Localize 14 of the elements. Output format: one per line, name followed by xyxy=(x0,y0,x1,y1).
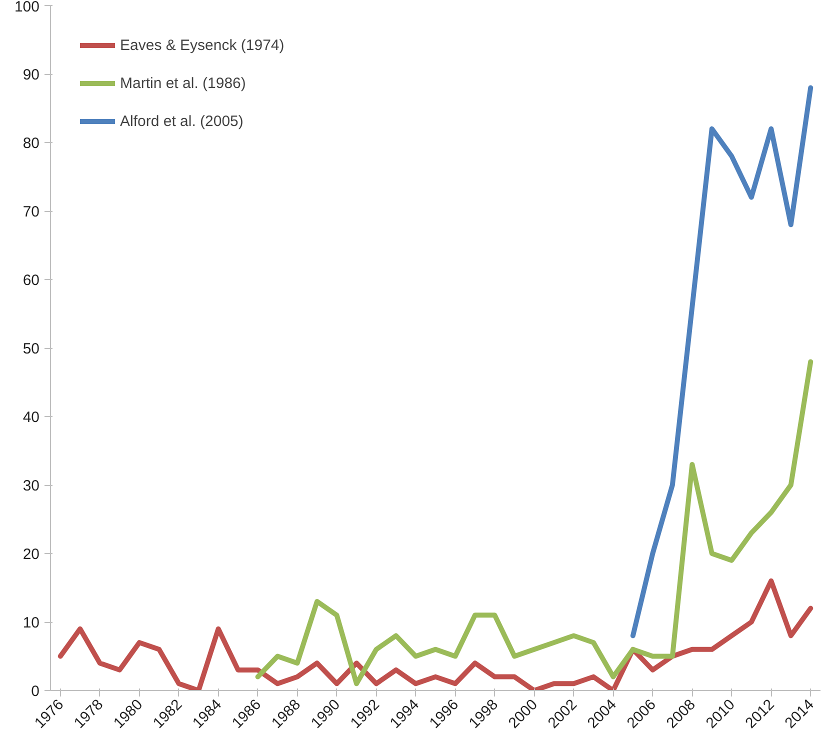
y-tick-label: 0 xyxy=(31,683,40,700)
y-tick-label: 10 xyxy=(22,614,40,632)
y-tick-label: 20 xyxy=(22,546,40,563)
y-tick-label: 100 xyxy=(14,0,40,16)
y-tick-label: 70 xyxy=(22,204,40,220)
y-tick-label: 90 xyxy=(22,66,40,84)
y-tick-label: 60 xyxy=(22,272,40,289)
y-tick-label: 40 xyxy=(22,409,40,426)
y-tick-label: 30 xyxy=(22,478,40,494)
legend-label: Martin et al. (1986) xyxy=(120,74,246,92)
y-tick-label: 80 xyxy=(22,135,40,152)
legend-label: Eaves & Eysenck (1974) xyxy=(120,36,284,54)
legend-label: Alford et al. (2005) xyxy=(120,112,244,130)
y-tick-label: 50 xyxy=(22,340,40,358)
